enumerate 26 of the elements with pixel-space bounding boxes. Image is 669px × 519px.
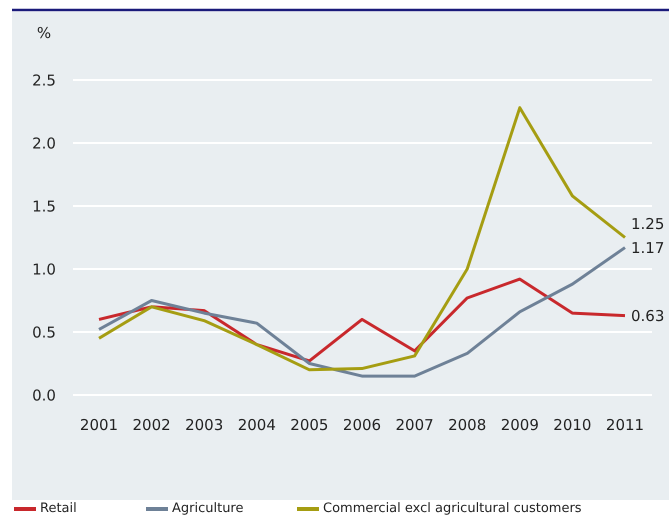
y-tick-label: 2.5 [32, 71, 56, 90]
y-tick-label: 1.5 [32, 197, 56, 216]
y-axis-title: % [36, 24, 52, 42]
x-tick-label: 2011 [606, 416, 644, 434]
x-tick-label: 2005 [290, 416, 328, 434]
legend-label: Agriculture [172, 501, 244, 516]
x-tick-label: 2002 [132, 416, 171, 434]
legend-label: Commercial excl agricultural customers [323, 501, 582, 516]
data-label: 1.25 [631, 214, 664, 233]
legend-label: Retail [40, 501, 77, 516]
x-tick-label: 2006 [342, 416, 382, 434]
data-label: 0.63 [631, 306, 664, 325]
y-tick-label: 0.5 [32, 323, 56, 342]
line-series [98, 246, 626, 378]
x-tick-label: 2008 [448, 416, 486, 434]
y-tick-label: 2.0 [32, 134, 56, 152]
x-tick-label: 2001 [80, 416, 118, 434]
y-tick-label: 0.0 [32, 386, 56, 404]
x-tick-label: 2007 [396, 416, 434, 434]
y-tick-label: 1.0 [32, 260, 56, 278]
x-tick-label: 2003 [185, 416, 224, 434]
data-label: 1.17 [631, 238, 664, 257]
line-series [98, 106, 626, 372]
x-tick-label: 2004 [238, 416, 276, 434]
x-tick-label: 2009 [500, 416, 539, 434]
x-tick-label: 2010 [553, 416, 592, 434]
